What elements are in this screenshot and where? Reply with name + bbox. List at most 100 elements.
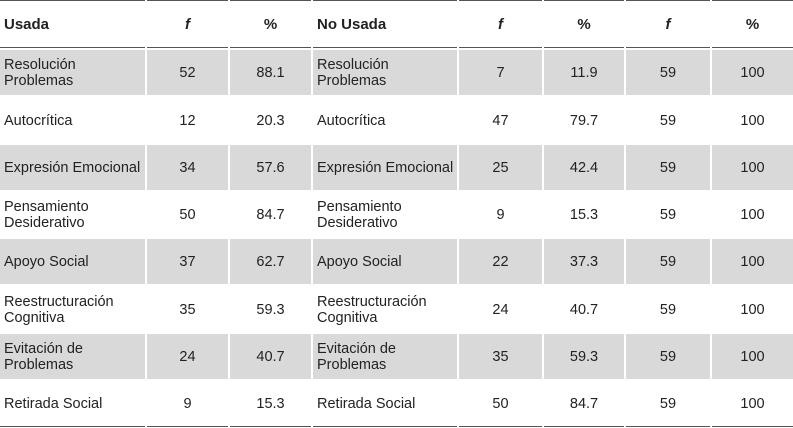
cell-no-usada-percent: 40.7 (569, 301, 599, 318)
header-bottom-rule (459, 47, 542, 48)
cell-no-usada-f: 50 (492, 395, 509, 412)
header-bottom-rule (712, 47, 793, 48)
cell-no-usada-strategy: Expresión Emocional (313, 145, 457, 190)
cell-no-usada-f: 7 (459, 50, 542, 95)
cell-usada-f: 9 (183, 395, 192, 412)
cell-usada-strategy: Expresión Emocional (0, 145, 145, 190)
table-bottom-rule (147, 426, 228, 427)
cell-usada-f: 34 (147, 145, 228, 190)
table-top-rule (544, 0, 624, 1)
table-row: Evitación de Problemas 24 40.7 Evitación de… (0, 334, 793, 379)
cell-usada-percent: 62.7 (230, 239, 311, 284)
table-bottom-rule (313, 426, 457, 427)
table-row: Autocrítica 12 20.3 Autocrítica 47 79.7 59 100 (0, 98, 793, 143)
table-top-rule (459, 0, 542, 1)
cell-no-usada-f: 24 (492, 301, 509, 318)
cell-no-usada-f: 35 (459, 334, 542, 379)
cell-total-f: 59 (659, 301, 677, 318)
table-top-rule (626, 0, 710, 1)
cell-total-percent: 100 (740, 301, 765, 318)
table-row: Pensamiento Desiderativo 50 84.7 Pensamient… (0, 192, 793, 237)
cell-no-usada-percent: 15.3 (569, 206, 599, 223)
table-row: Expresión Emocional 34 57.6 Expresión Emoci… (0, 145, 793, 190)
table-top-rule (712, 0, 793, 1)
cell-usada-strategy: Evitación de Problemas (0, 334, 145, 379)
cell-no-usada-percent: 37.3 (544, 239, 624, 284)
cell-total-percent: 100 (712, 239, 793, 284)
table-top-rule (0, 0, 145, 1)
header-usada: Usada (4, 15, 50, 33)
table-top-rule (230, 0, 311, 1)
cell-no-usada-strategy: Retirada Social (317, 395, 416, 412)
cell-no-usada-f: 25 (459, 145, 542, 190)
cell-total-f: 59 (659, 112, 677, 129)
cell-no-usada-strategy: Apoyo Social (313, 239, 457, 284)
cell-usada-percent: 88.1 (230, 50, 311, 95)
cell-no-usada-strategy: Reestructuración Cognitiva (317, 293, 427, 326)
cell-usada-f: 24 (147, 334, 228, 379)
table-top-rule (313, 0, 457, 1)
header-percent-no-usada: % (577, 15, 591, 33)
cell-usada-percent: 20.3 (256, 112, 285, 129)
cell-usada-f: 35 (179, 301, 196, 318)
cell-no-usada-f: 22 (459, 239, 542, 284)
cell-usada-strategy: Resolución Problemas (0, 50, 145, 95)
cell-total-f: 59 (659, 206, 677, 223)
cell-no-usada-f: 9 (496, 206, 505, 223)
cell-total-f: 59 (626, 145, 710, 190)
header-bottom-rule (544, 47, 624, 48)
cell-total-f: 59 (626, 334, 710, 379)
cell-no-usada-strategy: Pensamiento Desiderativo (317, 198, 402, 231)
cell-usada-percent: 57.6 (230, 145, 311, 190)
cell-no-usada-strategy: Autocrítica (317, 112, 386, 129)
cell-usada-percent: 59.3 (256, 301, 285, 318)
header-f-usada: f (185, 15, 190, 33)
cell-no-usada-percent: 79.7 (569, 112, 599, 129)
cell-no-usada-percent: 59.3 (544, 334, 624, 379)
cell-usada-percent: 15.3 (256, 395, 285, 412)
header-no-usada: No Usada (317, 15, 387, 33)
cell-total-percent: 100 (740, 112, 765, 129)
table-row: Reestructuración Cognitiva 35 59.3 Reestruc… (0, 287, 793, 332)
header-bottom-rule (626, 47, 710, 48)
cell-total-f: 59 (626, 50, 710, 95)
cell-no-usada-strategy: Evitación de Problemas (313, 334, 457, 379)
table-bottom-rule (459, 426, 542, 427)
cell-usada-f: 12 (179, 112, 196, 129)
cell-total-percent: 100 (740, 206, 765, 223)
cell-usada-strategy: Autocrítica (4, 112, 73, 129)
table-bottom-rule (230, 426, 311, 427)
header-bottom-rule (313, 47, 457, 48)
cell-usada-strategy: Apoyo Social (0, 239, 145, 284)
table-top-rule (147, 0, 228, 1)
table-row: Resolución Problemas 52 88.1 Resolución Pro… (0, 50, 793, 95)
cell-usada-strategy: Reestructuración Cognitiva (4, 293, 114, 326)
cell-usada-f: 52 (147, 50, 228, 95)
table-row: Apoyo Social 37 62.7 Apoyo Social 22 37.3 59 10… (0, 239, 793, 284)
table-bottom-rule (626, 426, 710, 427)
header-percent-usada: % (263, 15, 278, 33)
cell-total-percent: 100 (712, 334, 793, 379)
cell-usada-percent: 84.7 (256, 206, 285, 223)
cell-usada-f: 50 (179, 206, 196, 223)
cell-no-usada-percent: 84.7 (569, 395, 599, 412)
cell-no-usada-percent: 42.4 (544, 145, 624, 190)
header-percent-total: % (745, 15, 760, 33)
cell-total-percent: 100 (740, 395, 765, 412)
cell-no-usada-strategy: Resolución Problemas (313, 50, 457, 95)
cell-total-f: 59 (659, 395, 677, 412)
cell-usada-strategy: Retirada Social (4, 395, 103, 412)
header-bottom-rule (230, 47, 311, 48)
header-bottom-rule (0, 47, 145, 48)
header-f-total: f (665, 15, 671, 33)
cell-total-percent: 100 (712, 50, 793, 95)
table-bottom-rule (544, 426, 624, 427)
cell-no-usada-percent: 11.9 (544, 50, 624, 95)
table-row: Retirada Social 9 15.3 Retirada Social 50 84.… (0, 381, 793, 426)
cell-no-usada-f: 47 (492, 112, 509, 129)
table-header-row: Usada f % No Usada f % f % (0, 2, 793, 47)
cell-usada-strategy: Pensamiento Desiderativo (4, 198, 89, 231)
table-bottom-rule (712, 426, 793, 427)
cell-usada-percent: 40.7 (230, 334, 311, 379)
header-f-no-usada: f (498, 15, 503, 33)
